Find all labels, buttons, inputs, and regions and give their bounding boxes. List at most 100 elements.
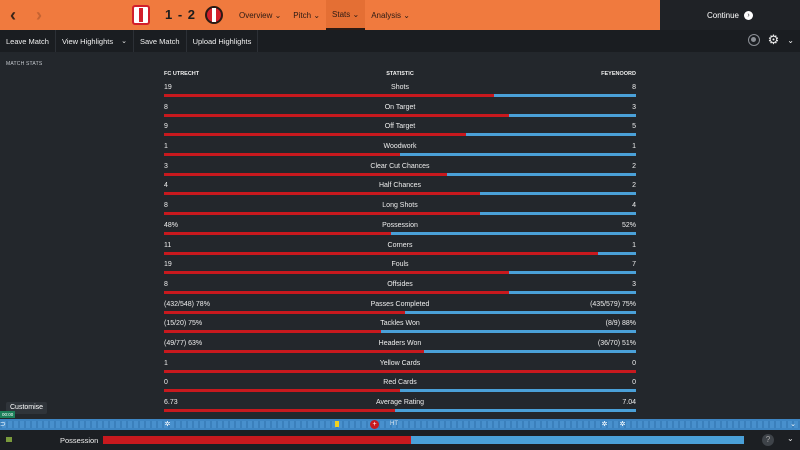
home-stat-value: (49/77) 63%	[164, 339, 203, 347]
away-team-crest-icon[interactable]	[205, 6, 223, 24]
save-match-button[interactable]: Save Match	[134, 30, 187, 52]
away-stat-value: 0	[632, 359, 636, 367]
away-stat-value: 52%	[621, 221, 636, 229]
stat-comparison-bar	[164, 290, 636, 294]
gear-icon[interactable]: ⚙	[767, 32, 780, 47]
record-icon[interactable]	[747, 34, 760, 46]
home-team-name: FC UTRECHT	[164, 71, 200, 77]
match-timeline[interactable]: ⊃ ✲ + HT ✲ ✲ ⌄	[0, 419, 800, 430]
continue-button[interactable]: Continue ›	[660, 0, 800, 30]
stat-home-fill	[164, 153, 400, 157]
menu-stats[interactable]: Stats ⌄	[326, 0, 366, 30]
stat-home-fill	[164, 349, 424, 353]
yellow-card-icon[interactable]	[335, 421, 339, 427]
stat-comparison-bar	[164, 271, 636, 275]
stat-comparison-bar	[164, 133, 636, 137]
goal-event-icon[interactable]: ✲	[619, 421, 626, 428]
home-stat-value: 4	[164, 182, 168, 190]
stat-comparison-bar	[164, 153, 636, 157]
possession-footer: Possession ? ⌄	[0, 430, 800, 450]
stat-name: Yellow Cards	[379, 359, 421, 367]
away-stat-value: 2	[632, 162, 636, 170]
match-score: 1 - 2	[165, 7, 197, 22]
stat-row: 8 Long Shots 4	[164, 198, 636, 218]
possession-home-fill	[103, 436, 411, 444]
arrow-right-icon: ›	[744, 10, 754, 20]
stat-comparison-bar	[164, 94, 636, 97]
stat-home-fill	[164, 113, 509, 117]
stat-comparison-bar	[164, 172, 636, 176]
stat-row: 6.73 Average Rating 7.04	[164, 395, 636, 415]
menu-overview[interactable]: Overview ⌄	[239, 10, 282, 20]
away-stat-value: (435/579) 75%	[590, 300, 636, 308]
back-arrow-icon[interactable]: ‹	[10, 4, 16, 25]
stat-home-fill	[164, 330, 382, 334]
stat-row: (432/548) 78% Passes Completed (435/579) 7…	[164, 297, 636, 317]
chevron-down-icon[interactable]: ⌄	[790, 421, 796, 428]
customise-button[interactable]: Customise	[6, 402, 48, 414]
stat-row: 1 Yellow Cards 0	[164, 356, 636, 376]
forward-arrow-icon[interactable]: ›	[36, 4, 42, 25]
away-team-name: FEYENOORD	[601, 71, 636, 77]
stat-name: Tackles Won	[380, 320, 420, 328]
stat-row: 8 On Target 3	[164, 100, 636, 120]
timeline-track	[0, 421, 800, 428]
stat-row: 0 Red Cards 0	[164, 375, 636, 395]
half-time-marker: HT	[390, 421, 398, 427]
stat-comparison-bar	[164, 231, 636, 235]
away-stat-value: (8/9) 88%	[605, 320, 636, 328]
away-stat-value: 7.04	[622, 399, 636, 406]
stat-row: 9 Off Target 5	[164, 119, 636, 139]
away-stat-value: 3	[632, 280, 636, 288]
goal-event-icon[interactable]: +	[370, 420, 379, 429]
stat-name: Half Chances	[378, 182, 422, 190]
stat-name: Corners	[387, 241, 413, 249]
home-stat-value: 48%	[164, 221, 179, 229]
away-stat-value: 4	[632, 202, 636, 210]
help-icon[interactable]: ?	[762, 434, 774, 446]
stat-home-fill	[164, 192, 481, 196]
menu-pitch[interactable]: Pitch ⌄	[293, 10, 321, 20]
upload-highlights-button[interactable]: Upload Highlights	[187, 30, 259, 52]
stat-home-fill	[164, 409, 396, 412]
stat-home-fill	[164, 251, 599, 255]
stat-home-fill	[164, 94, 495, 97]
stat-home-fill	[164, 369, 636, 373]
stat-home-fill	[164, 212, 481, 216]
goal-event-icon[interactable]: ✲	[164, 421, 171, 428]
stat-home-fill	[164, 172, 448, 176]
stat-name: Average Rating	[375, 399, 425, 406]
home-stat-value: 19	[164, 84, 172, 91]
goal-event-icon[interactable]: ✲	[601, 421, 608, 428]
home-stat-value: 19	[164, 261, 172, 269]
home-stat-value: 1	[164, 359, 168, 367]
stat-row: 3 Clear Cut Chances 2	[164, 159, 636, 179]
match-stats-table: FC UTRECHT STATISTIC FEYENOORD 19 Shots 8 8…	[164, 68, 636, 415]
possession-bar	[103, 436, 744, 444]
stat-name: Passes Completed	[370, 300, 430, 308]
leave-match-button[interactable]: Leave Match	[0, 30, 56, 52]
home-stat-value: 8	[164, 103, 168, 111]
stats-rows: 19 Shots 8 8 On Target 3 9 Off Target 5 1 Woodwork…	[164, 80, 636, 415]
stat-name: Off Target	[384, 123, 416, 131]
away-stat-value: 7	[632, 261, 636, 269]
stat-comparison-bar	[164, 212, 636, 216]
possession-label: Possession	[60, 436, 99, 445]
stat-home-fill	[164, 310, 405, 314]
view-highlights-button[interactable]: View Highlights ⌄	[56, 30, 134, 52]
away-stat-value: 3	[632, 103, 636, 111]
chevron-down-icon[interactable]: ⌄	[787, 434, 794, 443]
toolbar-icons: ⚙ ⌄	[747, 32, 794, 47]
menu-analysis[interactable]: Analysis ⌄	[371, 10, 410, 20]
home-team-crest-icon[interactable]	[132, 5, 150, 25]
stat-comparison-bar	[164, 192, 636, 196]
stat-comparison-bar	[164, 310, 636, 314]
away-stat-value: 8	[632, 84, 636, 91]
stat-row: (15/20) 75% Tackles Won (8/9) 88%	[164, 316, 636, 336]
chevron-down-icon[interactable]: ⌄	[787, 35, 794, 45]
match-clock: 00:00	[0, 411, 16, 418]
flag-icon	[6, 437, 12, 442]
stat-name: Headers Won	[378, 339, 422, 347]
home-stat-value: 6.73	[164, 399, 178, 406]
stat-row: 19 Shots 8	[164, 80, 636, 100]
